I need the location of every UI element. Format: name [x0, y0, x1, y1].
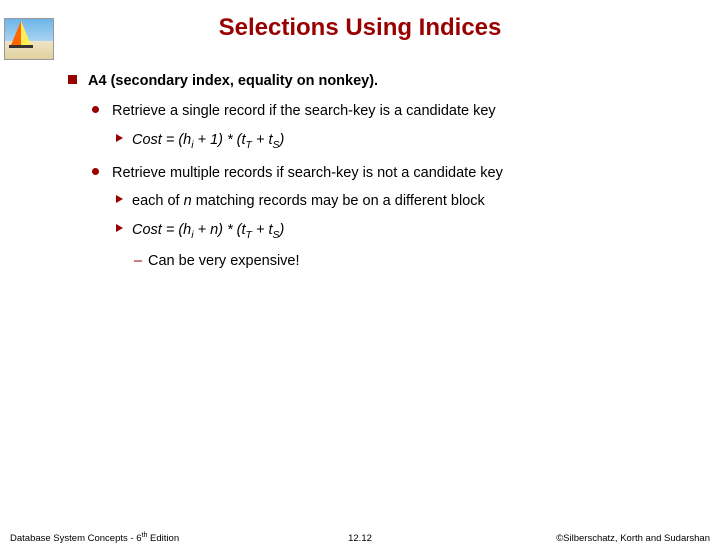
cost-1: Cost = (hi + 1) * (tT + tS) — [132, 132, 284, 148]
bullet-l3-1: Cost = (hi + 1) * (tT + tS) — [116, 129, 690, 154]
bullet-l2-1: Retrieve a single record if the search-k… — [92, 100, 690, 122]
l1-bold: A4 — [88, 73, 107, 89]
cost-2: Cost = (hi + n) * (tT + tS) — [132, 222, 284, 238]
slide-title: Selections Using Indices — [0, 14, 720, 42]
l1-rest: (secondary index, equality on nonkey). — [107, 73, 379, 89]
l3-2a: each of — [132, 193, 184, 209]
c2e: ) — [279, 222, 284, 238]
l2-2-text: Retrieve multiple records if search-key … — [112, 165, 503, 181]
content-area: A4 (secondary index, equality on nonkey)… — [68, 70, 690, 272]
c1e: ) — [279, 132, 284, 148]
l3-2n: n — [184, 193, 192, 209]
bullet-l1: A4 (secondary index, equality on nonkey)… — [68, 70, 690, 92]
bullet-l4-1: Can be very expensive! — [134, 250, 690, 272]
bullet-l3-3: Cost = (hi + n) * (tT + tS) — [116, 219, 690, 244]
l3-2b: matching records may be on a different b… — [192, 193, 485, 209]
footer-right: ©Silberschatz, Korth and Sudarshan — [556, 533, 710, 544]
c2m1: + n) * (t — [194, 222, 246, 238]
boat-hull — [9, 45, 33, 48]
sail-left — [11, 21, 21, 45]
c2m2: + t — [252, 222, 273, 238]
l2-1-text: Retrieve a single record if the search-k… — [112, 103, 496, 119]
sail-right — [21, 21, 31, 45]
bullet-l3-2: each of n matching records may be on a d… — [116, 190, 690, 212]
bullet-l2-2: Retrieve multiple records if search-key … — [92, 162, 690, 184]
c1m1: + 1) * (t — [194, 132, 246, 148]
c1a: Cost = (h — [132, 132, 191, 148]
c1m2: + t — [252, 132, 273, 148]
c2a: Cost = (h — [132, 222, 191, 238]
logo-image — [4, 18, 54, 60]
l4-1-text: Can be very expensive! — [148, 253, 300, 269]
